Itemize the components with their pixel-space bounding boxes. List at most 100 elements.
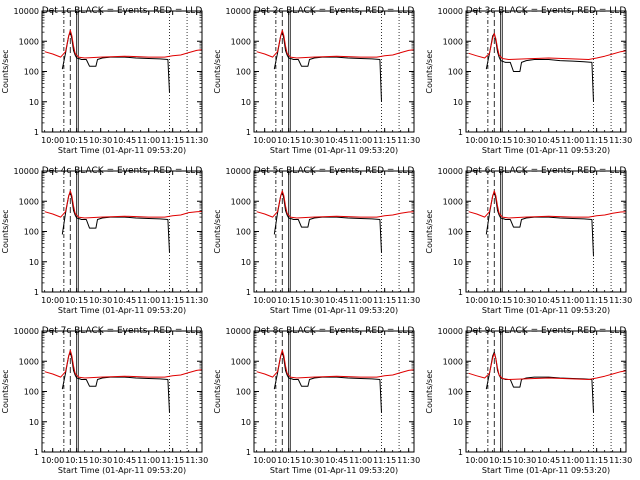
- y-tick-label: 1000: [231, 357, 251, 366]
- x-axis-label: Start Time (01-Apr-11 09:53:20): [58, 466, 186, 475]
- y-tick-label: 100: [236, 68, 251, 77]
- x-tick-label: 11:30: [397, 136, 420, 145]
- x-tick-label: 11:30: [185, 136, 208, 145]
- x-tick-label: 11:15: [373, 136, 396, 145]
- x-tick-label: 11:00: [137, 456, 160, 465]
- y-tick-label: 1000: [19, 197, 39, 206]
- y-axis-label: Counts/sec: [425, 49, 434, 93]
- x-tick-label: 11:30: [185, 456, 208, 465]
- x-tick-label: 10:00: [253, 456, 276, 465]
- y-axis-label: Counts/sec: [425, 369, 434, 413]
- x-axis-label: Start Time (01-Apr-11 09:53:20): [270, 466, 398, 475]
- y-tick-label: 100: [448, 388, 463, 397]
- y-tick-label: 100: [24, 388, 39, 397]
- y-tick-label: 1000: [231, 197, 251, 206]
- x-tick-label: 10:15: [65, 296, 88, 305]
- x-tick-label: 10:30: [513, 456, 536, 465]
- chart-title: Det 3c BLACK = Events, RED = LLD: [466, 6, 627, 16]
- x-axis-label: Start Time (01-Apr-11 09:53:20): [58, 306, 186, 315]
- series-line-lld: [468, 190, 626, 219]
- y-tick-label: 10000: [438, 327, 463, 336]
- x-axis-label: Start Time (01-Apr-11 09:53:20): [270, 306, 398, 315]
- y-tick-label: 10: [241, 258, 251, 267]
- x-tick-label: 10:45: [537, 136, 560, 145]
- panel-det-7c: Det 7c BLACK = Events, RED = LLD 10:00 10:…: [1, 326, 208, 475]
- x-tick-label: 10:15: [489, 456, 512, 465]
- series-line-lld: [256, 29, 414, 59]
- y-tick-label: 1: [246, 448, 251, 457]
- x-tick-label: 11:30: [185, 296, 208, 305]
- series-line-events: [61, 191, 170, 253]
- series-line-lld: [468, 353, 626, 380]
- chart-title: Det 7c BLACK = Events, RED = LLD: [42, 326, 203, 336]
- y-tick-label: 100: [236, 228, 251, 237]
- series-line-events: [485, 191, 594, 257]
- x-tick-label: 11:00: [561, 456, 584, 465]
- panel-det-6c: Det 6c BLACK = Events, RED = LLD 10:00 10:…: [425, 166, 632, 315]
- x-tick-label: 10:15: [489, 136, 512, 145]
- x-tick-label: 10:15: [277, 296, 300, 305]
- x-tick-label: 10:00: [465, 296, 488, 305]
- x-tick-label: 10:00: [41, 456, 64, 465]
- x-tick-label: 10:15: [277, 136, 300, 145]
- series-line-events: [273, 351, 382, 413]
- x-tick-label: 10:30: [301, 456, 324, 465]
- y-tick-label: 100: [448, 228, 463, 237]
- y-tick-label: 10: [29, 258, 39, 267]
- series-line-lld: [256, 349, 414, 379]
- series-line-lld: [44, 190, 202, 219]
- x-tick-label: 11:30: [609, 456, 632, 465]
- series-line-events: [273, 31, 382, 102]
- x-tick-label: 11:00: [137, 296, 160, 305]
- x-tick-label: 11:15: [161, 296, 184, 305]
- chart-title: Det 2c BLACK = Events, RED = LLD: [254, 6, 415, 16]
- x-axis-label: Start Time (01-Apr-11 09:53:20): [482, 466, 610, 475]
- y-tick-label: 1000: [19, 37, 39, 46]
- x-tick-label: 11:15: [585, 136, 608, 145]
- x-tick-label: 10:45: [325, 296, 348, 305]
- y-axis-label: Counts/sec: [1, 209, 10, 253]
- x-tick-label: 10:15: [489, 296, 512, 305]
- x-tick-label: 11:15: [585, 456, 608, 465]
- x-tick-label: 11:30: [397, 456, 420, 465]
- x-tick-label: 10:45: [113, 136, 136, 145]
- x-tick-label: 11:15: [373, 456, 396, 465]
- y-axis-label: Counts/sec: [213, 369, 222, 413]
- x-tick-label: 10:15: [277, 456, 300, 465]
- x-tick-label: 11:30: [397, 296, 420, 305]
- x-tick-label: 10:00: [253, 296, 276, 305]
- x-tick-label: 11:15: [373, 296, 396, 305]
- x-tick-label: 10:15: [65, 136, 88, 145]
- y-tick-label: 1000: [443, 37, 463, 46]
- x-tick-label: 10:45: [325, 456, 348, 465]
- chart-title: Det 6c BLACK = Events, RED = LLD: [466, 166, 627, 176]
- y-tick-label: 10000: [14, 7, 39, 16]
- x-tick-label: 11:00: [349, 456, 372, 465]
- series-line-events: [273, 191, 382, 253]
- x-tick-label: 10:45: [325, 136, 348, 145]
- series-line-lld: [256, 190, 414, 219]
- y-tick-label: 10: [453, 258, 463, 267]
- y-tick-label: 1000: [19, 357, 39, 366]
- x-tick-label: 11:00: [137, 136, 160, 145]
- x-tick-label: 10:30: [89, 136, 112, 145]
- x-tick-label: 11:00: [349, 136, 372, 145]
- series-line-events: [61, 351, 170, 413]
- x-axis-label: Start Time (01-Apr-11 09:53:20): [482, 306, 610, 315]
- x-tick-label: 10:00: [41, 136, 64, 145]
- y-tick-label: 1000: [443, 357, 463, 366]
- x-tick-label: 10:15: [65, 456, 88, 465]
- y-axis-label: Counts/sec: [213, 49, 222, 93]
- y-tick-label: 100: [448, 68, 463, 77]
- y-tick-label: 1: [458, 128, 463, 137]
- chart-title: Det 4c BLACK = Events, RED = LLD: [42, 166, 203, 176]
- x-tick-label: 11:30: [609, 136, 632, 145]
- x-tick-label: 11:00: [561, 296, 584, 305]
- y-axis-label: Counts/sec: [425, 209, 434, 253]
- chart-title: Det 9c BLACK = Events, RED = LLD: [466, 326, 627, 336]
